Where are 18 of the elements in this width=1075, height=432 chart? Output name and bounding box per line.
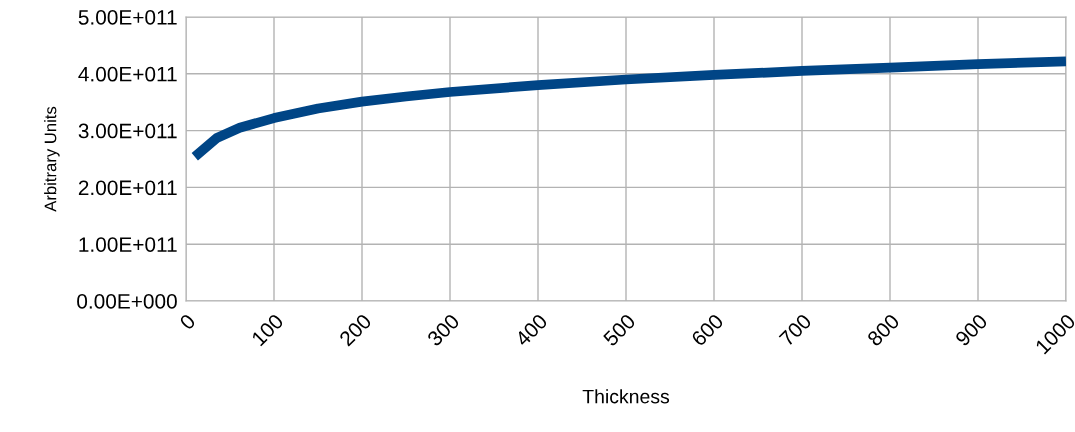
x-tick-label: 500 <box>602 313 637 347</box>
y-tick-label: 4.00E+011 <box>78 66 177 82</box>
x-tick-label: 800 <box>866 313 901 347</box>
x-tick-label: 0 <box>178 313 197 331</box>
x-tick-label: 100 <box>250 313 285 347</box>
y-tick-label: 0.00E+000 <box>77 294 177 309</box>
x-tick-label: 400 <box>514 313 549 348</box>
y-tick-label: 5.00E+011 <box>78 10 177 25</box>
x-tick-label: 700 <box>778 313 813 347</box>
x-tick-label: 300 <box>426 313 461 347</box>
y-tick-label: 2.00E+011 <box>78 180 177 196</box>
y-axis-title: Arbitrary Units <box>44 106 60 212</box>
y-tick-label: 3.00E+011 <box>78 123 177 139</box>
x-tick-label: 600 <box>690 313 725 347</box>
x-tick-label: 900 <box>954 313 989 347</box>
x-tick-label: 200 <box>338 313 373 347</box>
y-tick-label: 1.00E+011 <box>79 237 177 252</box>
x-axis-title: Thickness <box>582 389 670 404</box>
